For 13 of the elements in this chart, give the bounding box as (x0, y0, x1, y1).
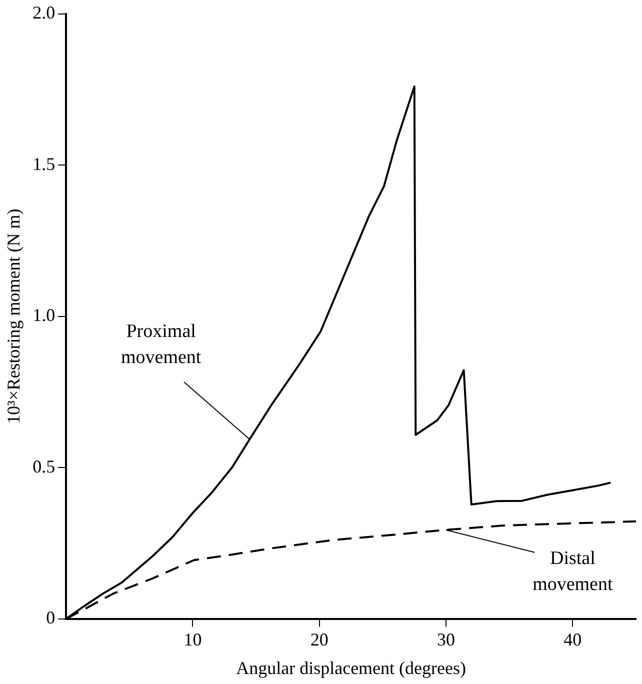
y-tick-label: 0.5 (32, 456, 56, 476)
x-tick-label: 30 (437, 629, 456, 650)
y-tick-label: 1.0 (32, 305, 56, 326)
y-tick-label: 2.0 (32, 2, 56, 23)
y-axis-title: 10³×Restoring moment (N m) (4, 208, 24, 424)
x-tick-label: 20 (310, 629, 328, 650)
y-tick-label: 1.5 (32, 154, 56, 174)
x-axis-title: Angular displacement (degrees) (236, 658, 466, 678)
x-tick-label: 10 (184, 629, 202, 650)
y-tick-label: 0 (46, 608, 56, 628)
annotation: Distal movement (532, 547, 613, 598)
annotation: Proximal movement (120, 320, 202, 370)
x-tick-label: 40 (564, 629, 582, 650)
